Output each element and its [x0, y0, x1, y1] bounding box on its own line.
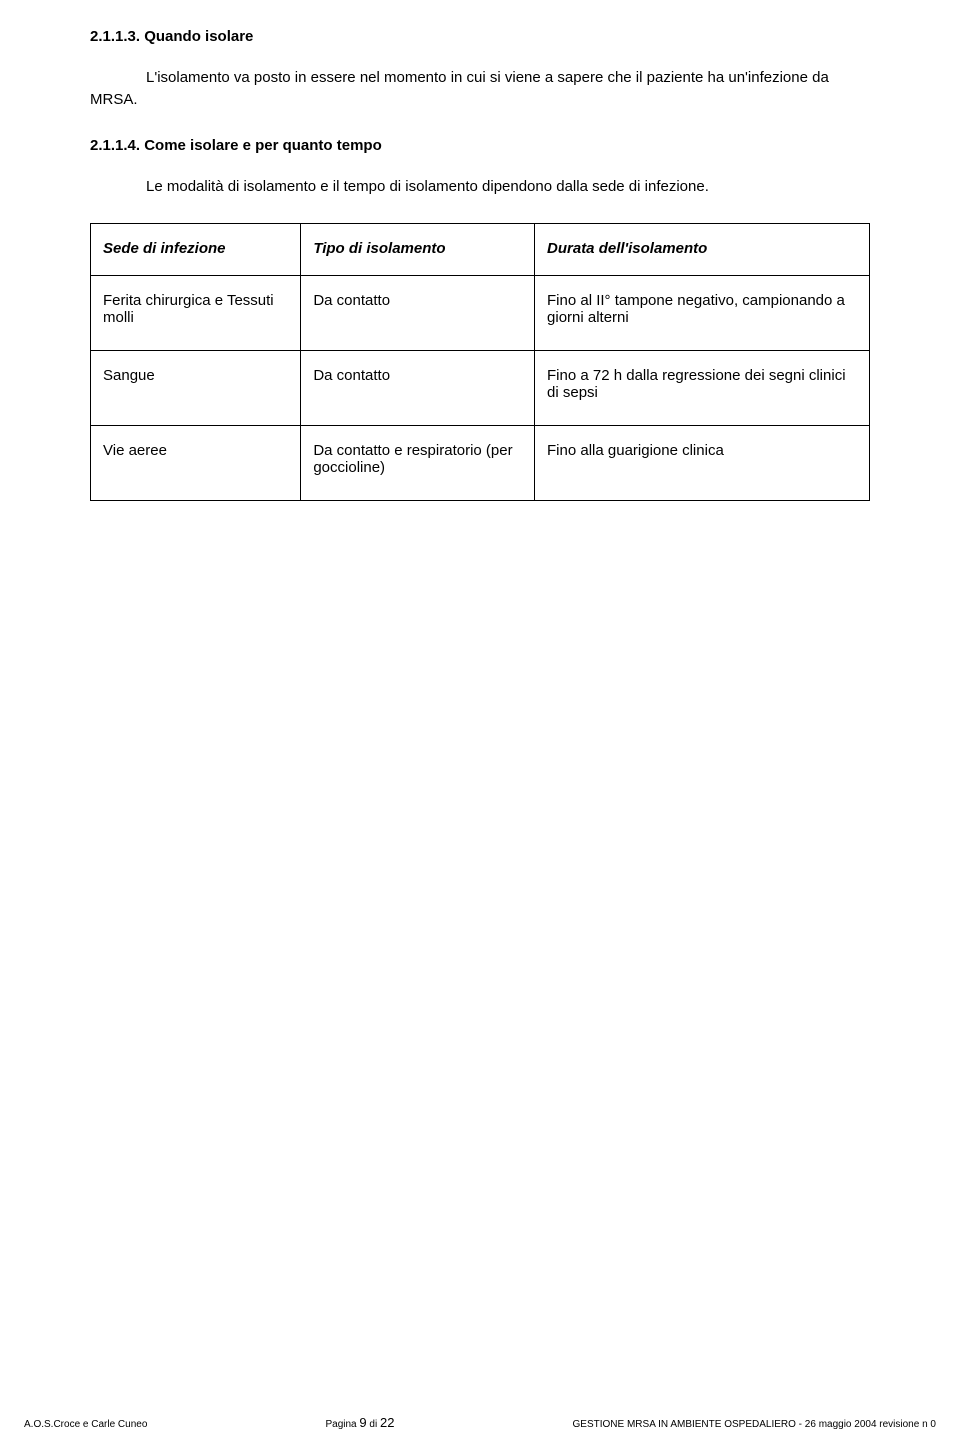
section-heading-quando: 2.1.1.3. Quando isolare	[90, 28, 870, 45]
table-cell-durata: Fino al II° tampone negativo, campionand…	[535, 276, 870, 351]
table-header-durata: Durata dell'isolamento	[535, 224, 870, 276]
footer-center: Pagina 9 di 22	[325, 1415, 394, 1430]
table-header-row: Sede di infezione Tipo di isolamento Dur…	[91, 224, 870, 276]
table-cell-tipo: Da contatto	[301, 276, 535, 351]
isolation-table: Sede di infezione Tipo di isolamento Dur…	[90, 223, 870, 501]
table-cell-sede: Ferita chirurgica e Tessuti molli	[91, 276, 301, 351]
section-para-come: Le modalità di isolamento e il tempo di …	[90, 176, 870, 198]
footer-left: A.O.S.Croce e Carle Cuneo	[24, 1419, 147, 1430]
table-cell-sede: Sangue	[91, 351, 301, 426]
footer-right: GESTIONE MRSA IN AMBIENTE OSPEDALIERO - …	[573, 1419, 936, 1430]
page-footer: A.O.S.Croce e Carle Cuneo Pagina 9 di 22…	[0, 1415, 960, 1430]
table-row: Ferita chirurgica e Tessuti molli Da con…	[91, 276, 870, 351]
document-page: 2.1.1.3. Quando isolare L'isolamento va …	[0, 0, 960, 501]
table-row: Sangue Da contatto Fino a 72 h dalla reg…	[91, 351, 870, 426]
table-header-sede: Sede di infezione	[91, 224, 301, 276]
section-para-quando: L'isolamento va posto in essere nel mome…	[90, 67, 870, 111]
section-heading-come: 2.1.1.4. Come isolare e per quanto tempo	[90, 137, 870, 154]
table-cell-sede: Vie aeree	[91, 426, 301, 501]
table-cell-durata: Fino a 72 h dalla regressione dei segni …	[535, 351, 870, 426]
table-cell-tipo: Da contatto e respiratorio (per goccioli…	[301, 426, 535, 501]
footer-page-current: 9	[359, 1415, 366, 1430]
footer-page-total: 22	[380, 1415, 394, 1430]
table-cell-durata: Fino alla guarigione clinica	[535, 426, 870, 501]
footer-di: di	[367, 1419, 380, 1430]
table-header-tipo: Tipo di isolamento	[301, 224, 535, 276]
footer-pagina-prefix: Pagina	[325, 1419, 359, 1430]
table-row: Vie aeree Da contatto e respiratorio (pe…	[91, 426, 870, 501]
table-cell-tipo: Da contatto	[301, 351, 535, 426]
